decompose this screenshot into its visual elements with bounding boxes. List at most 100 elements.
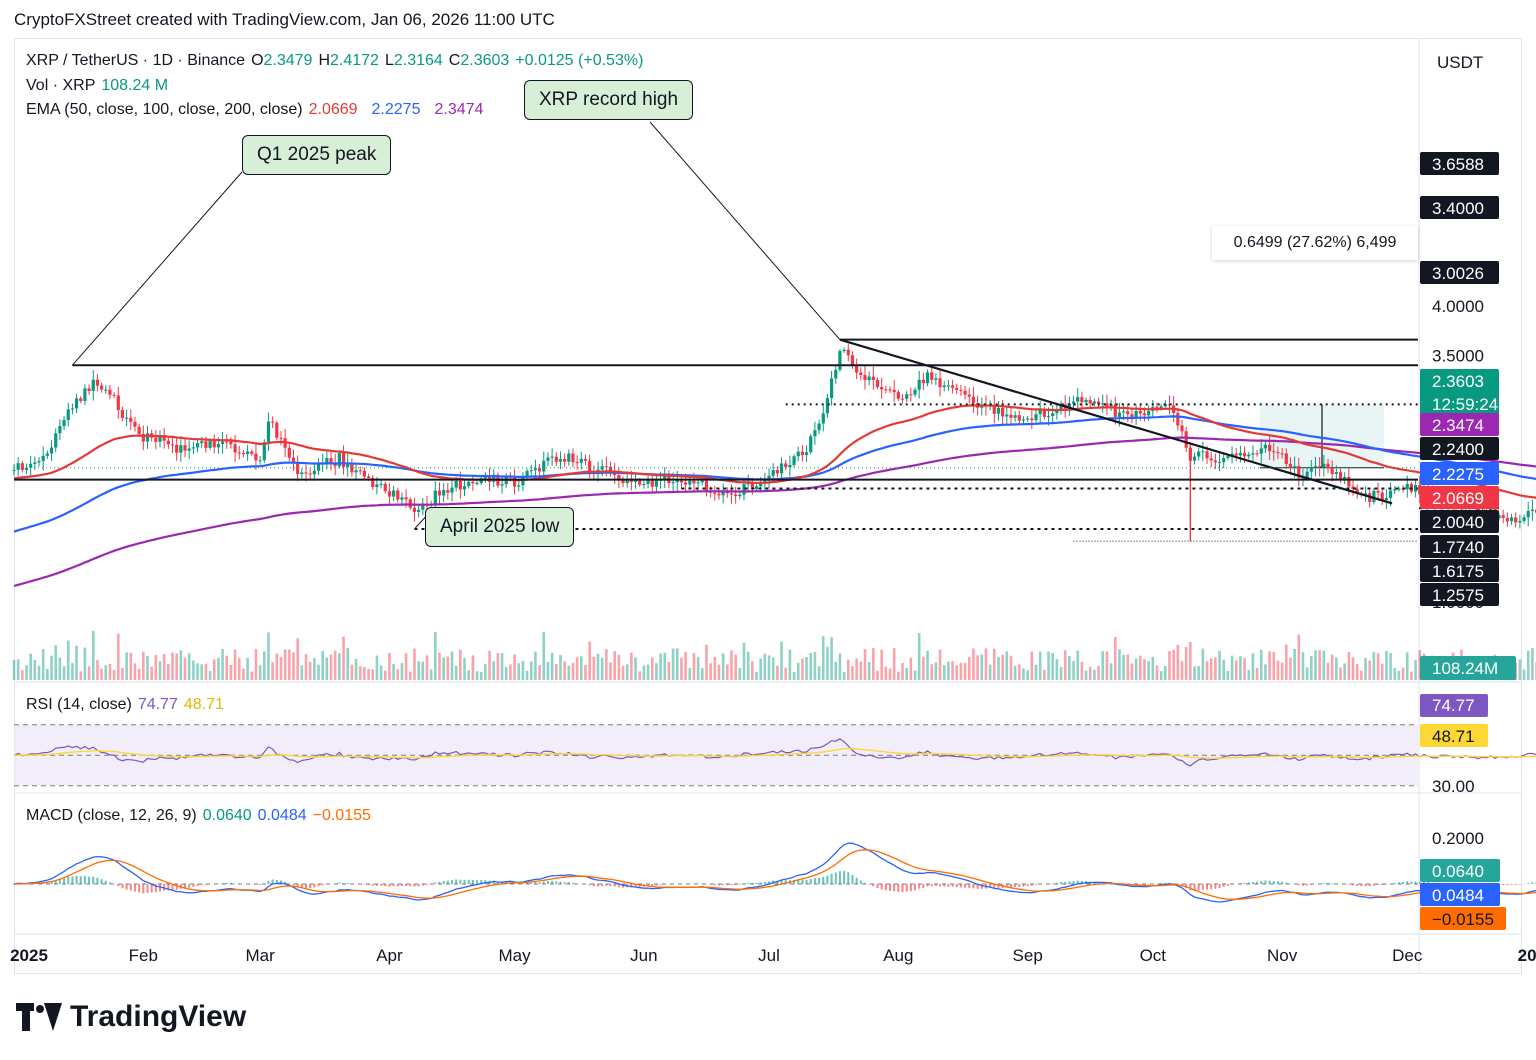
volume-bar [1030,651,1034,680]
candle-body [1013,415,1017,418]
candle-body [1055,411,1059,414]
candle-body [650,480,654,487]
volume-bar [392,664,395,680]
candle-body [946,385,950,387]
volume-bar [488,650,491,680]
macd-hist-bar [1406,881,1409,884]
candle-body [1372,490,1376,502]
volume-bar [913,670,917,680]
candle-body [1522,517,1526,521]
candle-body [1217,462,1222,464]
macd-hist-bar [759,882,762,884]
volume-bar [1088,666,1092,680]
candle-body [959,389,963,391]
volume-bar [984,648,988,680]
macd-hist-bar [83,876,86,884]
macd-hist-bar [451,880,453,884]
volume-bar [1380,663,1384,680]
volume-bar [888,668,892,680]
volume-bar [851,666,854,680]
candle-body [704,480,709,492]
volume-bar [1026,670,1029,680]
macd-hist-bar [993,884,996,889]
macd-hist-bar [1256,881,1259,884]
price-label: 1.6175 [1432,562,1484,581]
volume-bar [559,654,562,680]
candle-body [316,462,321,471]
macd-hist-bar [634,884,637,887]
macd-hist-bar [138,884,141,893]
candle-body [796,451,800,457]
volume-bar [484,663,487,680]
macd-hist-bar [797,879,800,884]
macd-hist-bar [1402,881,1405,884]
volume-bar [112,670,116,680]
price-label-bg [1420,261,1499,284]
macd-hist-bar [872,884,875,887]
candle-body [1080,397,1084,403]
volume-bar [717,664,721,680]
macd-hist-bar [121,884,124,889]
candle-body [1263,444,1268,449]
legend-macd-value: 0.0640 [202,807,252,824]
volume-bar [1272,651,1276,680]
candle-body [713,492,717,494]
volume-bar [467,670,470,680]
volume-bar [342,636,345,680]
candle-body [1238,452,1242,456]
macd-hist-bar [338,882,341,884]
candle-body [187,448,191,451]
candle-body [558,458,563,462]
macd-hist-bar [188,884,191,888]
volume-bar [425,655,429,680]
candle-body [1376,490,1380,493]
macd-hist-bar [893,884,896,892]
macd-hist-bar [496,881,499,884]
volume-bar [1009,655,1013,680]
volume-bar [1522,669,1526,680]
currency-label: USDT [1437,53,1484,72]
candle-body [1363,493,1368,496]
volume-bar [1134,658,1138,680]
volume-bar [1526,650,1530,680]
volume-bar [821,636,825,680]
candle-body [58,426,62,434]
macd-hist-bar [254,884,257,885]
volume-bar [1097,665,1100,680]
volume-bar [142,651,145,680]
macd-hist-bar [309,884,312,889]
volume-bar [867,662,871,680]
candle-body [41,455,45,462]
macd-hist-bar [972,884,975,889]
macd-hist-bar [909,884,912,892]
macd-hist-bar [889,884,891,891]
volume-bar [1276,660,1280,680]
volume-bar [1164,665,1167,680]
candle-body [29,463,33,468]
candle-body [208,440,212,448]
volume-bar [66,640,70,680]
legend-close: 2.3603 [460,52,510,69]
candle-body [842,349,846,352]
legend-rsi: RSI (14, close) 74.77 48.71 [26,696,224,713]
volume-bar [1201,648,1205,680]
macd-hist-bar [154,884,157,893]
volume-bar [563,661,566,680]
x-tick-label: 2025 [10,946,48,965]
macd-hist-bar [1347,884,1350,885]
candle-body [337,453,341,467]
macd-hist-bar [413,884,416,887]
volume-bar [1259,649,1263,680]
candle-body [1505,517,1509,522]
rsi-line [13,738,1536,767]
candle-body [546,457,550,461]
macd-hist-bar [780,879,783,884]
volume-bar [1360,670,1363,680]
volume-bar [408,671,412,680]
volume-bar [1130,663,1134,680]
candle-body [154,437,158,442]
volume-bar [383,670,387,680]
volume-bar [221,649,224,680]
volume-bar [346,648,350,680]
